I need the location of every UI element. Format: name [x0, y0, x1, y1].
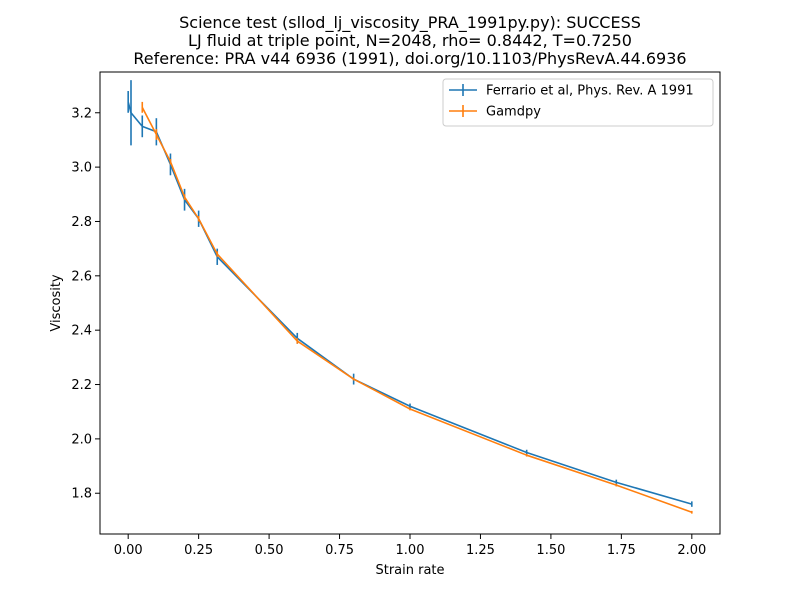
- y-tick-label: 2.2: [71, 378, 92, 393]
- y-tick-label: 2.0: [71, 432, 92, 447]
- x-axis: 0.00 0.25 0.50 0.75 1.00 1.25 1.50 1.75 2.00: [114, 534, 706, 558]
- legend-box: [442, 78, 714, 127]
- x-tick-label: 2.00: [677, 543, 706, 558]
- title-line-3: Reference: PRA v44 6936 (1991), doi.org/…: [133, 49, 686, 68]
- y-tick-label: 2.4: [71, 324, 92, 339]
- legend-entry-label: Ferrario et al, Phys. Rev. A 1991: [486, 84, 694, 99]
- legend-entry-label: Gamdpy: [486, 105, 541, 120]
- x-tick-label: 1.00: [396, 543, 425, 558]
- y-tick-label: 2.8: [71, 215, 92, 230]
- x-tick-label: 1.25: [466, 543, 495, 558]
- x-tick-label: 0.50: [255, 543, 284, 558]
- title-line-2: LJ fluid at triple point, N=2048, rho= 0…: [188, 31, 632, 50]
- y-tick-label: 1.8: [71, 487, 92, 502]
- y-axis-label: Viscosity: [49, 274, 64, 332]
- legend: Ferrario et al, Phys. Rev. A 1991 Gamdpy: [442, 78, 714, 127]
- y-axis: 1.8 2.0 2.2 2.4 2.6 2.8 3.0 3.2: [71, 106, 100, 502]
- title-line-1: Science test (sllod_lj_viscosity_PRA_199…: [179, 13, 641, 33]
- y-tick-label: 3.0: [71, 161, 92, 176]
- series-1: [141, 101, 693, 514]
- x-tick-label: 1.50: [536, 543, 565, 558]
- y-tick-label: 2.6: [71, 269, 92, 284]
- x-tick-label: 0.25: [184, 543, 213, 558]
- plot-marks: [127, 80, 693, 514]
- x-tick-label: 0.00: [114, 543, 143, 558]
- series-line: [141, 106, 693, 514]
- chart-title: Science test (sllod_lj_viscosity_PRA_199…: [133, 13, 686, 68]
- x-tick-label: 0.75: [325, 543, 354, 558]
- y-tick-label: 3.2: [71, 106, 92, 121]
- x-tick-label: 1.75: [607, 543, 636, 558]
- x-axis-label: Strain rate: [375, 563, 444, 578]
